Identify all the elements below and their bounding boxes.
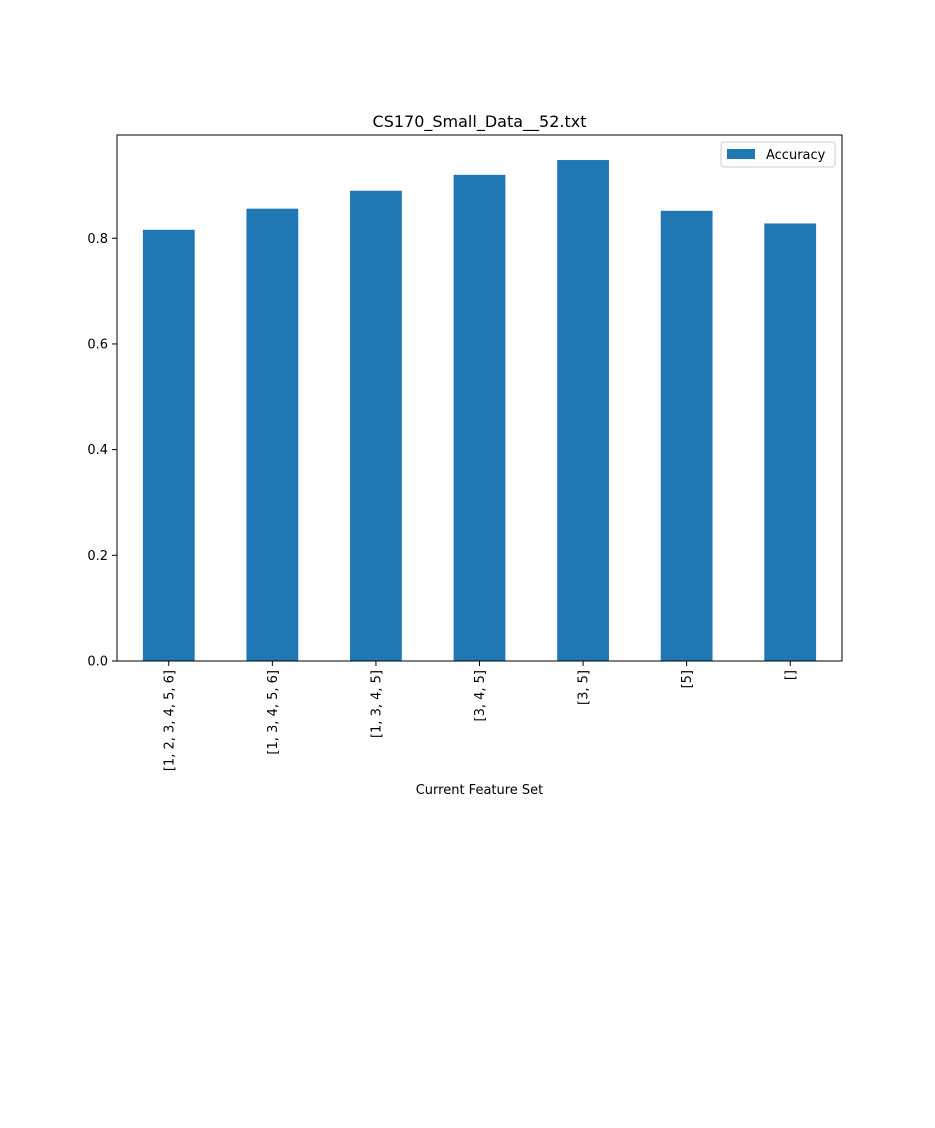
bar-5 bbox=[660, 210, 713, 661]
x-tick-label-6: [] bbox=[784, 670, 799, 680]
y-tick-label-4: 0.8 bbox=[87, 232, 108, 247]
bar-4 bbox=[557, 160, 609, 662]
legend-frame bbox=[720, 141, 836, 168]
bar-2 bbox=[350, 190, 402, 661]
x-tick-label-1: [1, 3, 4, 5, 6] bbox=[266, 670, 281, 755]
x-tick-label-2: [1, 3, 4, 5] bbox=[369, 670, 384, 738]
y-tick-label-3: 0.6 bbox=[87, 337, 108, 352]
legend: Accuracy bbox=[720, 141, 836, 168]
bar-0 bbox=[142, 229, 195, 662]
x-axis-title: Current Feature Set bbox=[416, 783, 544, 798]
y-tick-label-2: 0.4 bbox=[87, 443, 108, 458]
bars-layer bbox=[142, 160, 817, 662]
x-tick-label-3: [3, 4, 5] bbox=[473, 670, 488, 722]
x-tick-label-0: [1, 2, 3, 4, 5, 6] bbox=[162, 670, 177, 771]
legend-swatch bbox=[727, 149, 755, 159]
bar-3 bbox=[453, 174, 506, 661]
x-tick-label-4: [3, 5] bbox=[577, 670, 592, 705]
legend-label-accuracy: Accuracy bbox=[766, 148, 826, 163]
bar-6 bbox=[764, 223, 817, 661]
axes-layer bbox=[112, 134, 843, 666]
labels-layer: CS170_Small_Data__52.txt Current Feature… bbox=[87, 112, 798, 798]
chart-title: CS170_Small_Data__52.txt bbox=[373, 112, 587, 132]
x-tick-label-5: [5] bbox=[680, 670, 695, 688]
bar-1 bbox=[246, 208, 299, 661]
y-tick-label-0: 0.0 bbox=[87, 655, 108, 670]
y-tick-label-1: 0.2 bbox=[87, 549, 108, 564]
